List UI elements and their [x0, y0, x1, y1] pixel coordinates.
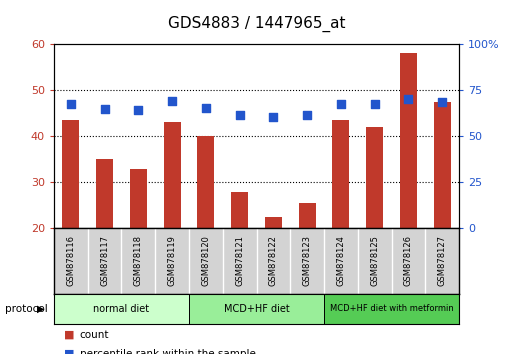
Point — [134, 107, 143, 113]
Point — [101, 106, 109, 112]
Bar — [324, 294, 459, 324]
Text: GSM878119: GSM878119 — [168, 235, 176, 286]
Point — [370, 101, 379, 107]
Bar — [265, 217, 282, 228]
Text: GSM878125: GSM878125 — [370, 235, 379, 286]
Text: GSM878118: GSM878118 — [134, 235, 143, 286]
Text: GSM878122: GSM878122 — [269, 235, 278, 286]
Point — [202, 105, 210, 110]
Point — [269, 114, 278, 120]
Bar — [164, 122, 181, 228]
Point — [303, 112, 311, 118]
Point — [67, 101, 75, 107]
Bar — [434, 102, 451, 228]
Point — [438, 99, 446, 105]
Text: ■: ■ — [64, 349, 74, 354]
Text: GDS4883 / 1447965_at: GDS4883 / 1447965_at — [168, 16, 345, 32]
Bar — [231, 192, 248, 228]
Bar — [130, 169, 147, 228]
Point — [168, 98, 176, 104]
Text: protocol: protocol — [5, 304, 48, 314]
Text: GSM878120: GSM878120 — [201, 235, 210, 286]
Text: GSM878121: GSM878121 — [235, 235, 244, 286]
Bar — [54, 294, 189, 324]
Text: GSM878123: GSM878123 — [303, 235, 312, 286]
Text: GSM878127: GSM878127 — [438, 235, 447, 286]
Text: ▶: ▶ — [37, 304, 45, 314]
Bar — [400, 53, 417, 228]
Text: count: count — [80, 330, 109, 339]
Bar — [62, 120, 79, 228]
Text: GSM878117: GSM878117 — [100, 235, 109, 286]
Bar — [332, 120, 349, 228]
Point — [404, 97, 412, 102]
Bar — [189, 294, 324, 324]
Text: percentile rank within the sample: percentile rank within the sample — [80, 349, 255, 354]
Text: MCD+HF diet: MCD+HF diet — [224, 304, 289, 314]
Bar — [299, 203, 315, 228]
Bar — [96, 159, 113, 228]
Point — [235, 112, 244, 118]
Text: normal diet: normal diet — [93, 304, 149, 314]
Text: GSM878126: GSM878126 — [404, 235, 413, 286]
Text: GSM878116: GSM878116 — [66, 235, 75, 286]
Text: ■: ■ — [64, 330, 74, 339]
Text: GSM878124: GSM878124 — [337, 235, 345, 286]
Bar — [198, 136, 214, 228]
Text: MCD+HF diet with metformin: MCD+HF diet with metformin — [330, 304, 453, 313]
Bar — [366, 127, 383, 228]
Point — [337, 101, 345, 107]
